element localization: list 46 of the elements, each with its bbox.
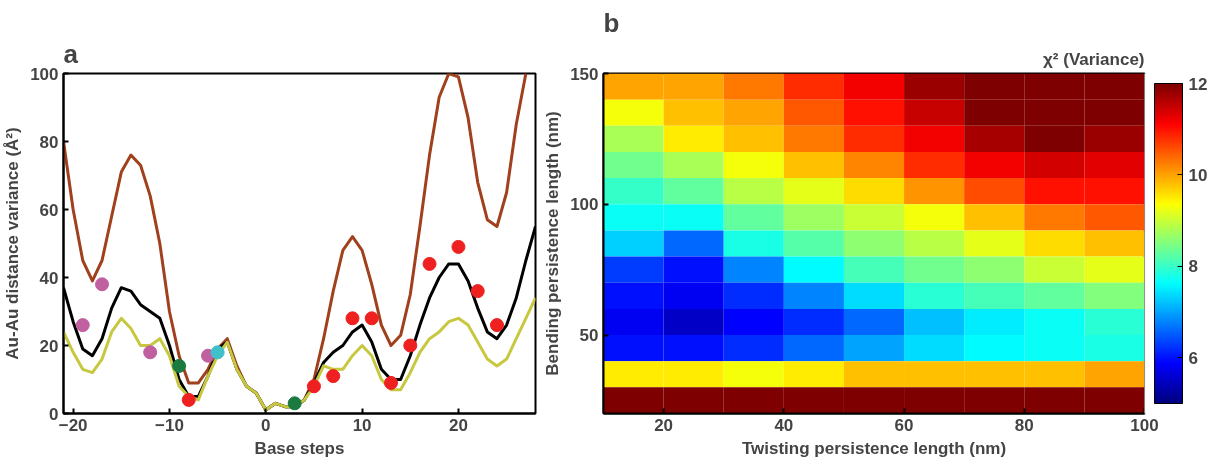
- point: [210, 345, 225, 360]
- point: [172, 358, 187, 373]
- point: [143, 345, 158, 360]
- x-tick-label: 20: [448, 415, 468, 435]
- y-tick-label: 150: [570, 64, 599, 84]
- y-tick-label: 80: [39, 132, 59, 152]
- x-tick-label: 60: [894, 415, 914, 435]
- y-tick-label: 20: [39, 336, 59, 356]
- color-bar-label: 10: [1188, 165, 1208, 185]
- x-tick-label: 80: [1014, 415, 1034, 435]
- y-tick-label: 50: [579, 326, 599, 346]
- point: [345, 311, 360, 326]
- point: [326, 369, 341, 384]
- point: [451, 239, 466, 254]
- x-tick-label: 40: [774, 415, 794, 435]
- point: [384, 375, 399, 390]
- color-bar-title: χ² (Variance): [1043, 49, 1145, 69]
- chart-title: b: [603, 7, 620, 38]
- point: [364, 311, 379, 326]
- point: [95, 277, 110, 292]
- point: [75, 318, 90, 333]
- chart-title: a: [63, 38, 79, 69]
- x-tick-label: −20: [58, 415, 88, 435]
- color-bar-label: 6: [1188, 348, 1198, 368]
- x-tick-label: 20: [654, 415, 674, 435]
- x-tick-label: 100: [1130, 415, 1159, 435]
- y-tick-label: 60: [39, 200, 59, 220]
- point: [287, 396, 302, 411]
- x-tick-label: −10: [155, 415, 184, 435]
- point: [489, 318, 504, 333]
- x-axis-title: Twisting persistence length (nm): [741, 438, 1007, 458]
- point: [306, 379, 321, 394]
- x-tick-label: 10: [352, 415, 372, 435]
- y-tick-label: 100: [30, 64, 59, 84]
- color-bar-label: 12: [1188, 74, 1208, 94]
- y-tick-label: 100: [570, 195, 599, 215]
- color-bar-label: 8: [1188, 257, 1198, 277]
- point: [181, 392, 196, 407]
- point: [470, 284, 485, 299]
- y-axis-title: Bending persistence length (nm): [543, 111, 563, 376]
- y-axis-title: Au-Au distance variance (Å²): [3, 127, 23, 360]
- x-tick-label: 0: [261, 415, 271, 435]
- point: [422, 256, 437, 271]
- y-tick-label: 40: [39, 268, 59, 288]
- x-axis-title: Base steps: [254, 438, 345, 458]
- point: [403, 338, 418, 353]
